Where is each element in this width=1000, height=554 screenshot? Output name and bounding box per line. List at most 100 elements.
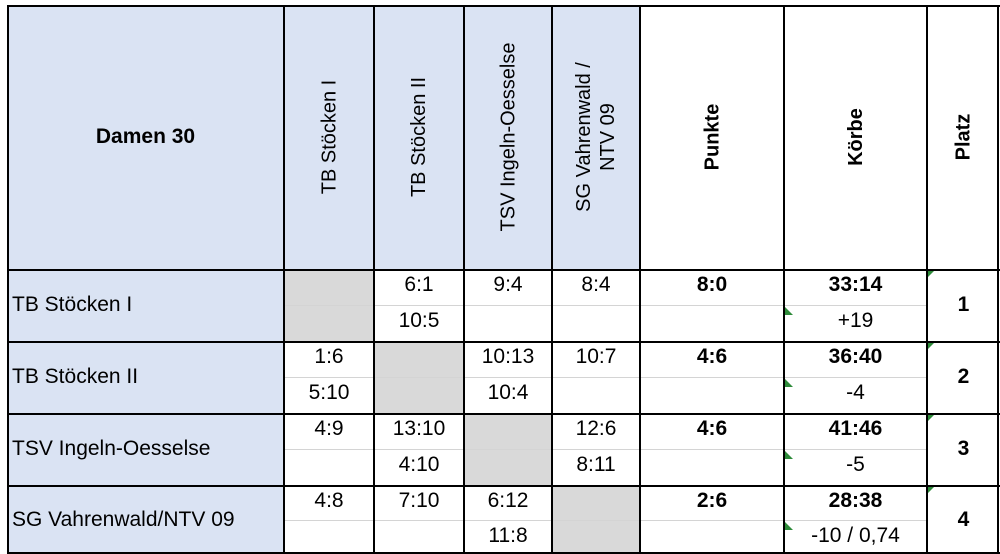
subrow-divider: [284, 449, 927, 450]
match-score: 6:1: [404, 273, 434, 296]
basket-difference: -5: [846, 453, 865, 476]
comment-marker-icon: [927, 341, 936, 350]
comment-marker-icon: [784, 521, 793, 530]
grid-line-vertical: [783, 5, 785, 554]
match-score: 8:11: [576, 453, 616, 476]
match-score: 6:12: [487, 489, 529, 512]
basket-difference: -10 / 0,74: [811, 524, 900, 547]
standings-table: Damen 30 TB Stöcken I TB Stöcken II TSV Ing…: [7, 5, 1000, 554]
match-score: 10:5: [398, 309, 440, 332]
subrow-divider: [284, 377, 927, 378]
match-score: 4:9: [314, 417, 344, 440]
diagonal-cell: [552, 485, 640, 554]
grid-line-horizontal: [7, 552, 1000, 554]
grid-line-vertical: [551, 5, 553, 554]
basket-difference: -4: [846, 381, 865, 404]
grid-line-horizontal: [7, 5, 1000, 7]
result-cell: 9:4: [464, 269, 552, 341]
place-value: 3: [957, 437, 970, 460]
points-cell: 2:6: [640, 485, 784, 554]
result-cell: 12:6 8:11: [552, 413, 640, 485]
match-score: 9:4: [493, 273, 523, 296]
column-header-team: SG Vahrenwald / NTV 09: [552, 5, 640, 269]
result-cell: 8:4: [552, 269, 640, 341]
result-cell: 10:13 10:4: [464, 341, 552, 413]
column-header-label: TSV Ingeln-Oesselse: [497, 42, 520, 232]
points-value: 8:0: [696, 273, 728, 296]
baskets-value: 28:38: [828, 489, 883, 512]
result-cell: 4:9: [284, 413, 374, 485]
match-score: 13:10: [392, 417, 446, 440]
points-cell: 8:0: [640, 269, 784, 341]
grid-line-vertical: [639, 5, 641, 554]
grid-line-vertical: [283, 5, 285, 554]
result-cell: 6:12 11:8: [464, 485, 552, 554]
grid-line-horizontal: [7, 269, 1000, 271]
comment-marker-icon: [784, 450, 793, 459]
match-score: 11:8: [488, 524, 528, 547]
table-title: Damen 30: [7, 5, 284, 269]
match-score: 4:8: [314, 489, 344, 512]
match-score: 10:4: [487, 381, 529, 404]
column-header-label: TB Stöcken II: [408, 76, 430, 198]
grid-line-vertical: [463, 5, 465, 554]
points-value: 4:6: [696, 345, 728, 368]
result-cell: 10:7: [552, 341, 640, 413]
points-value: 4:6: [696, 417, 728, 440]
column-header-team: TSV Ingeln-Oesselse: [464, 5, 552, 269]
column-header-label: TB Stöcken I: [318, 79, 340, 195]
comment-marker-icon: [927, 269, 936, 278]
baskets-value: 33:14: [828, 273, 883, 296]
points-value: 2:6: [696, 489, 728, 512]
points-header-label: Punkte: [701, 103, 723, 171]
comment-marker-icon: [784, 306, 793, 315]
grid-line-vertical: [373, 5, 375, 554]
subrow-divider: [284, 520, 927, 521]
baskets-cell: 33:14 +19: [784, 269, 927, 341]
subrow-divider: [284, 305, 927, 306]
match-score: 4:10: [398, 453, 440, 476]
grid-line-vertical: [7, 5, 9, 554]
row-team-name: TB Stöcken II: [7, 341, 284, 413]
match-score: 5:10: [308, 381, 350, 404]
place-header-label: Platz: [952, 113, 975, 161]
basket-difference: +19: [837, 309, 874, 332]
match-score: 7:10: [398, 489, 440, 512]
place-cell: 4: [927, 485, 1000, 554]
place-cell: 3: [927, 413, 1000, 485]
comment-marker-icon: [927, 413, 936, 422]
match-score: 10:7: [575, 345, 617, 368]
points-cell: 4:6: [640, 341, 784, 413]
result-cell: 1:6 5:10: [284, 341, 374, 413]
comment-marker-icon: [927, 485, 936, 494]
match-score: 10:13: [481, 345, 535, 368]
grid-line-horizontal: [7, 413, 1000, 415]
row-team-name: TB Stöcken I: [7, 269, 284, 341]
baskets-header: Körbe: [784, 5, 927, 269]
baskets-cell: 28:38 -10 / 0,74: [784, 485, 927, 554]
baskets-header-label: Körbe: [844, 108, 867, 166]
place-cell: 1: [927, 269, 1000, 341]
row-team-name: TSV Ingeln-Oesselse: [7, 413, 284, 485]
place-value: 4: [957, 507, 970, 531]
baskets-cell: 36:40 -4: [784, 341, 927, 413]
place-header: Platz: [927, 5, 1000, 269]
place-value: 1: [957, 293, 970, 316]
match-score: 8:4: [581, 273, 611, 296]
baskets-value: 41:46: [828, 417, 883, 440]
result-cell: 7:10: [374, 485, 464, 554]
match-score: 12:6: [575, 417, 617, 440]
result-cell: 4:8: [284, 485, 374, 554]
column-header-team: TB Stöcken I: [284, 5, 374, 269]
place-value: 2: [957, 365, 970, 388]
column-header-team: TB Stöcken II: [374, 5, 464, 269]
points-cell: 4:6: [640, 413, 784, 485]
match-score: 1:6: [314, 345, 344, 368]
comment-marker-icon: [784, 378, 793, 387]
grid-line-vertical: [997, 5, 999, 554]
row-team-name: SG Vahrenwald/NTV 09: [7, 485, 284, 554]
result-cell: 6:1 10:5: [374, 269, 464, 341]
column-header-label: SG Vahrenwald / NTV 09: [573, 62, 619, 212]
baskets-value: 36:40: [828, 345, 883, 368]
grid-line-vertical: [926, 5, 928, 554]
